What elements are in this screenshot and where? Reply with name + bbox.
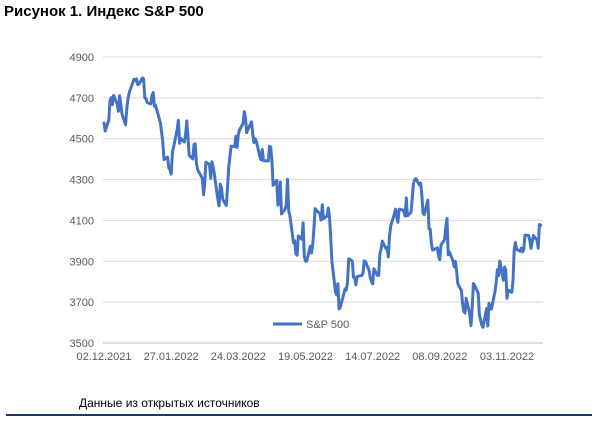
legend-label-sp500: S&P 500 xyxy=(306,319,349,331)
x-tick-label: 24.03.2022 xyxy=(211,351,266,363)
series-line-sp500 xyxy=(102,76,543,329)
x-tick-label: 02.12.2021 xyxy=(76,351,131,363)
y-tick-label: 3500 xyxy=(70,338,94,350)
chart-gridlines xyxy=(103,56,543,303)
y-axis-tick-labels: 3500 3700 3900 4100 4300 4500 4700 4900 xyxy=(70,52,94,350)
y-tick-label: 3700 xyxy=(70,297,94,309)
y-tick-label: 4100 xyxy=(70,215,94,227)
source-note: Данные из открытых источников xyxy=(79,396,260,410)
figure-title: Рисунок 1. Индекс S&P 500 xyxy=(4,3,204,20)
y-tick-label: 4500 xyxy=(70,134,94,146)
y-tick-label: 4900 xyxy=(70,52,94,64)
sp500-line-chart: 3500 3700 3900 4100 4300 4500 4700 4900 02.12.2… xyxy=(70,52,543,363)
x-tick-label: 19.05.2022 xyxy=(278,351,333,363)
x-tick-label: 14.07.2022 xyxy=(345,351,400,363)
x-tick-label: 27.01.2022 xyxy=(144,351,199,363)
y-tick-label: 3900 xyxy=(70,256,94,268)
x-axis-tick-labels: 02.12.2021 27.01.2022 24.03.2022 19.05.2022… xyxy=(76,351,534,363)
y-tick-label: 4700 xyxy=(70,93,94,105)
bottom-rule xyxy=(6,414,592,416)
x-tick-label: 08.09.2022 xyxy=(412,351,467,363)
x-tick-label: 03.11.2022 xyxy=(480,351,534,363)
y-tick-label: 4300 xyxy=(70,175,94,187)
chart-legend: S&P 500 xyxy=(273,319,349,331)
